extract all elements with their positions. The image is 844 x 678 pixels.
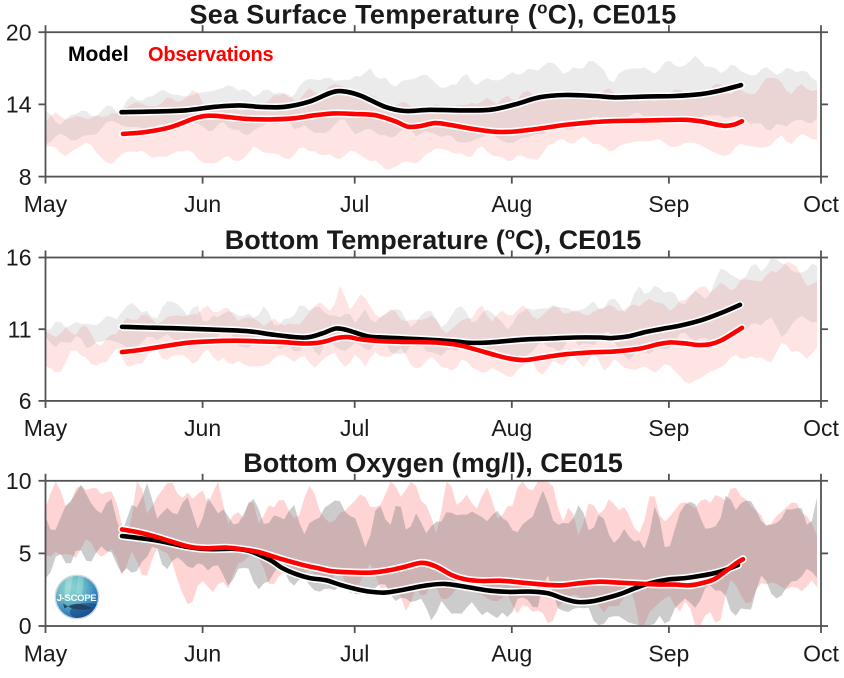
svg-text:Bottom Oxygen (mg/l), CE015: Bottom Oxygen (mg/l), CE015 <box>243 448 623 478</box>
svg-text:J-SCOPE: J-SCOPE <box>57 593 97 604</box>
svg-text:11: 11 <box>8 316 32 342</box>
svg-text:8: 8 <box>19 164 32 190</box>
svg-text:Jun: Jun <box>184 640 221 666</box>
svg-text:16: 16 <box>6 245 32 271</box>
svg-text:May: May <box>24 191 68 217</box>
svg-text:Aug: Aug <box>491 191 532 217</box>
svg-text:10: 10 <box>6 468 32 494</box>
svg-text:May: May <box>24 640 68 666</box>
svg-text:Jul: Jul <box>340 415 369 441</box>
svg-text:Aug: Aug <box>491 640 532 666</box>
svg-text:Jul: Jul <box>340 640 369 666</box>
svg-text:Observations: Observations <box>148 44 273 66</box>
svg-text:Jun: Jun <box>184 191 221 217</box>
svg-text:Model: Model <box>68 43 129 66</box>
svg-text:Sep: Sep <box>648 415 689 441</box>
svg-text:Sea Surface Temperature (oC),: Sea Surface Temperature (oC), CE015 <box>189 0 676 30</box>
svg-text:Sep: Sep <box>648 640 689 666</box>
svg-text:Sep: Sep <box>648 191 689 217</box>
svg-text:0: 0 <box>19 613 32 639</box>
svg-text:Jul: Jul <box>340 191 369 217</box>
svg-text:Aug: Aug <box>491 415 532 441</box>
svg-text:Oct: Oct <box>803 640 839 666</box>
svg-text:6: 6 <box>19 388 32 414</box>
svg-text:Jun: Jun <box>184 415 221 441</box>
svg-text:20: 20 <box>6 19 32 45</box>
svg-text:Oct: Oct <box>803 191 839 217</box>
svg-text:Bottom Temperature (oC), CE015: Bottom Temperature (oC), CE015 <box>225 224 641 255</box>
svg-text:5: 5 <box>19 541 32 567</box>
svg-text:Oct: Oct <box>803 415 839 441</box>
svg-text:14: 14 <box>6 92 32 118</box>
svg-text:May: May <box>24 415 68 441</box>
